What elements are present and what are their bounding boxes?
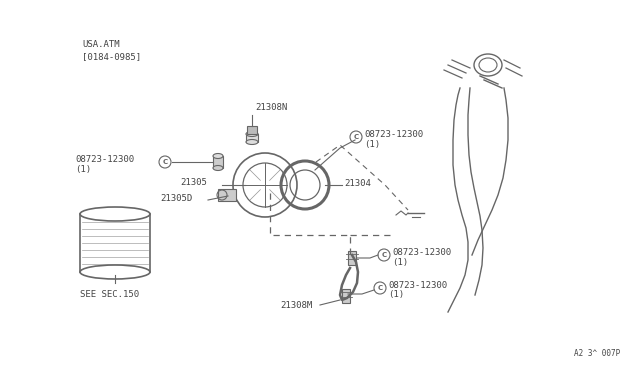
Text: USA.ATM
[0184-0985]: USA.ATM [0184-0985]	[82, 40, 141, 61]
Text: (1): (1)	[364, 140, 380, 148]
Bar	[348, 251, 356, 265]
Text: 21308M: 21308M	[280, 301, 312, 310]
Ellipse shape	[246, 131, 258, 137]
Text: 08723-12300: 08723-12300	[75, 154, 134, 164]
Text: SEE SEC.150: SEE SEC.150	[80, 290, 139, 299]
Text: 08723-12300: 08723-12300	[364, 129, 423, 138]
Bar	[246, 134, 258, 142]
FancyBboxPatch shape	[80, 214, 150, 272]
Text: 08723-12300: 08723-12300	[388, 280, 447, 289]
Text: C: C	[163, 159, 168, 165]
Text: 21305D: 21305D	[160, 193, 192, 202]
Text: 21305: 21305	[180, 177, 207, 186]
Text: (1): (1)	[388, 291, 404, 299]
Text: 21308N: 21308N	[255, 103, 287, 112]
Bar	[247, 126, 257, 134]
Text: C: C	[353, 134, 358, 140]
Ellipse shape	[246, 140, 258, 144]
Text: 08723-12300: 08723-12300	[392, 247, 451, 257]
Text: (1): (1)	[75, 164, 91, 173]
Bar	[213, 156, 223, 168]
Bar	[218, 189, 236, 201]
Ellipse shape	[213, 154, 223, 158]
Ellipse shape	[213, 166, 223, 170]
Text: A2 3^ 007P: A2 3^ 007P	[573, 349, 620, 358]
Text: (1): (1)	[392, 257, 408, 266]
Text: C: C	[381, 252, 387, 258]
Text: 21304: 21304	[344, 179, 371, 187]
Ellipse shape	[80, 265, 150, 279]
Bar	[342, 289, 350, 303]
Ellipse shape	[80, 207, 150, 221]
Text: C: C	[378, 285, 383, 291]
